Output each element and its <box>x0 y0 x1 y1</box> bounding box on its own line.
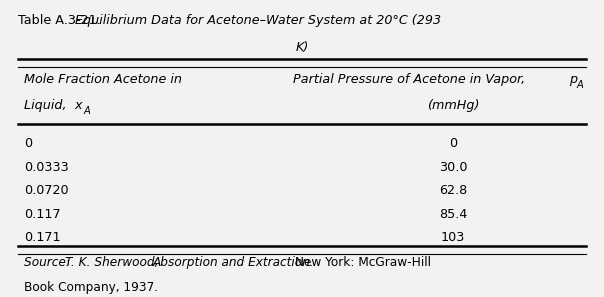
Text: 0.0720: 0.0720 <box>24 184 69 197</box>
Text: Source:: Source: <box>24 256 74 268</box>
Text: Liquid,: Liquid, <box>24 99 71 112</box>
Text: 0.117: 0.117 <box>24 208 61 221</box>
Text: Mole Fraction Acetone in: Mole Fraction Acetone in <box>24 73 182 86</box>
Text: p: p <box>569 73 577 86</box>
Text: K): K) <box>295 40 309 53</box>
Text: 0.171: 0.171 <box>24 231 61 244</box>
Text: 0.0333: 0.0333 <box>24 161 69 174</box>
Text: A: A <box>577 80 583 90</box>
Text: 103: 103 <box>441 231 465 244</box>
Text: (mmHg): (mmHg) <box>427 99 479 112</box>
Text: Partial Pressure of Acetone in Vapor,: Partial Pressure of Acetone in Vapor, <box>293 73 529 86</box>
Text: 62.8: 62.8 <box>439 184 467 197</box>
Text: 0: 0 <box>24 137 32 150</box>
Text: Absorption and Extraction.: Absorption and Extraction. <box>153 256 315 268</box>
Text: Equilibrium Data for Acetone–Water System at 20°C (293: Equilibrium Data for Acetone–Water Syste… <box>75 14 441 27</box>
Text: T. K. Sherwood,: T. K. Sherwood, <box>65 256 162 268</box>
Text: 85.4: 85.4 <box>439 208 467 221</box>
Text: 0: 0 <box>449 137 457 150</box>
Text: Table A.3-21.: Table A.3-21. <box>18 14 105 27</box>
Text: New York: McGraw-Hill: New York: McGraw-Hill <box>291 256 431 268</box>
Text: A: A <box>83 106 90 116</box>
Text: 30.0: 30.0 <box>439 161 467 174</box>
Text: Book Company, 1937.: Book Company, 1937. <box>24 281 158 294</box>
Text: x: x <box>74 99 82 112</box>
